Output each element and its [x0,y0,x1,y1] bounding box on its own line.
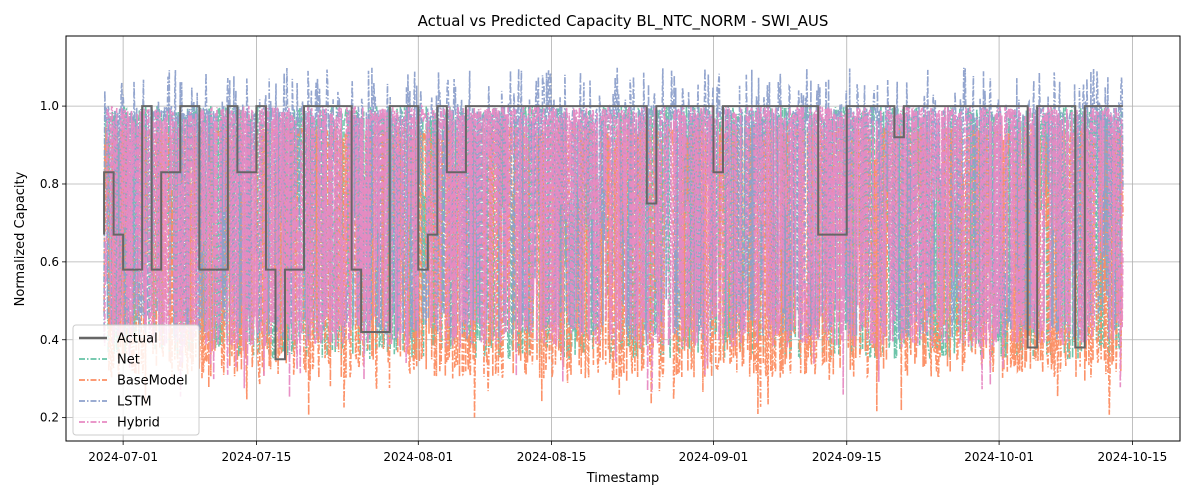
x-tick-label: 2024-08-01 [383,450,453,464]
legend-label-hybrid: Hybrid [117,416,160,431]
y-tick-label: 0.8 [40,177,59,191]
legend-label-net: Net [117,353,140,368]
y-tick-label: 1.0 [40,99,59,113]
x-tick-label: 2024-09-15 [812,450,882,464]
x-tick-label: 2024-10-01 [964,450,1034,464]
chart-title: Actual vs Predicted Capacity BL_NTC_NORM… [418,12,829,31]
legend-label-lstm: LSTM [117,395,152,410]
x-tick-label: 2024-07-15 [222,450,292,464]
y-tick-label: 0.4 [40,333,59,347]
series-layer [103,67,1124,418]
x-tick-label: 2024-07-01 [88,450,158,464]
y-tick-label: 0.2 [40,411,59,425]
legend: Actual Net BaseModel LSTM Hybrid [72,324,200,436]
x-axis-label: Timestamp [586,471,660,486]
legend-label-basemodel: BaseModel [117,374,188,389]
y-tick-label: 0.6 [40,255,59,269]
x-tick-label: 2024-09-01 [679,450,749,464]
plot-frame [65,35,1181,442]
legend-label-actual: Actual [117,332,158,347]
tick-layer: 2024-07-01 2024-07-15 2024-08-01 2024-08-15… [40,99,1167,464]
x-tick-label: 2024-10-15 [1098,450,1168,464]
x-tick-label: 2024-08-15 [517,450,587,464]
legend-box [72,324,200,436]
series-line-actual [103,105,1123,361]
series-line-hybrid [103,104,1124,398]
y-axis-label: Normalized Capacity [13,171,28,306]
